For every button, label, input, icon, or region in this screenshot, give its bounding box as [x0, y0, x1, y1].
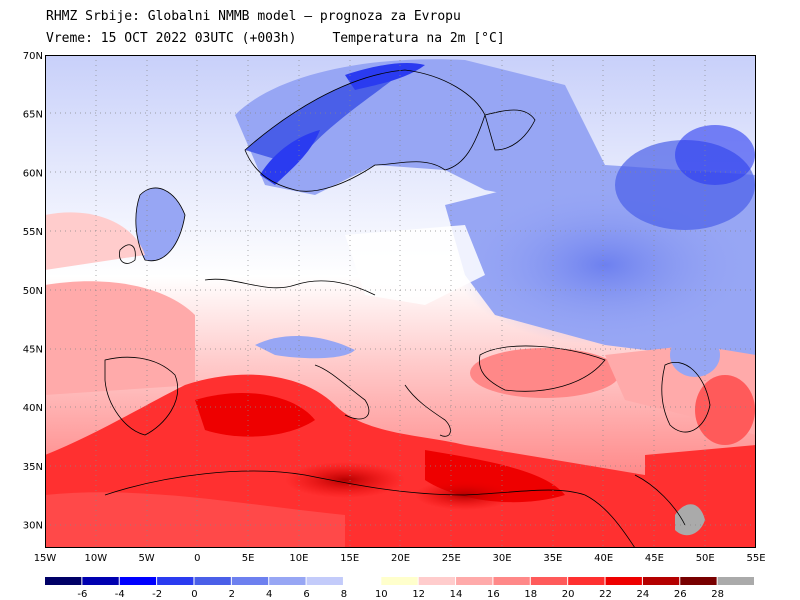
colorbar-box	[269, 577, 306, 585]
latitude-axis: 70N 65N 60N 55N 50N 45N 40N 35N 30N	[23, 51, 43, 532]
colorbar-box	[231, 577, 269, 585]
colorbar-box	[493, 577, 530, 585]
colorbar-box	[605, 577, 642, 585]
colorbar-tick-label: 8	[341, 589, 347, 600]
colorbar-box	[418, 577, 456, 585]
colorbar-box	[82, 577, 119, 585]
colorbar-box	[381, 577, 418, 585]
colorbar-box	[717, 577, 754, 585]
lat-tick-label: 60N	[23, 168, 43, 179]
colorbar-box	[642, 577, 680, 585]
temperature-colorbar: -6 -4 -2 0 2 4 6 8 10 12 14 16 18 20 22 24 26 28	[45, 577, 754, 600]
lon-tick-label: 35E	[543, 553, 562, 564]
colorbar-box	[45, 577, 82, 585]
lon-tick-label: 15W	[34, 553, 57, 564]
colorbar-tick-label: 6	[303, 589, 309, 600]
lon-tick-label: 25E	[442, 553, 461, 564]
colorbar-boxes	[45, 577, 754, 585]
colorbar-tick-label: -6	[77, 589, 87, 600]
colorbar-tick-label: -4	[115, 589, 125, 600]
temperature-field	[45, 55, 756, 548]
colorbar-tick-label: 24	[637, 589, 650, 600]
colorbar-tick-label: 20	[562, 589, 575, 600]
colorbar-tick-label: 22	[599, 589, 612, 600]
colorbar-tick-label: 14	[450, 589, 463, 600]
parameter-label: Temperatura na 2m [°C]	[332, 31, 505, 46]
colorbar-tick-label: 18	[524, 589, 537, 600]
colorbar-box	[680, 577, 717, 585]
lon-tick-label: 45E	[645, 553, 664, 564]
colorbar-box	[157, 577, 194, 585]
colorbar-tick-label: 4	[266, 589, 272, 600]
colorbar-tick-label: 2	[229, 589, 235, 600]
graticule	[45, 55, 756, 548]
colorbar-tick-label: 28	[711, 589, 724, 600]
colorbar-box	[343, 577, 381, 585]
colorbar-box	[568, 577, 605, 585]
lat-tick-label: 40N	[23, 403, 43, 414]
lon-tick-label: 5W	[138, 553, 154, 564]
colorbar-tick-label: 10	[375, 589, 388, 600]
colorbar-tick-labels: -6 -4 -2 0 2 4 6 8 10 12 14 16 18 20 22 24 26 28	[77, 589, 724, 600]
lat-tick-label: 55N	[23, 227, 43, 238]
lon-tick-label: 15E	[340, 553, 359, 564]
colorbar-box	[194, 577, 231, 585]
colorbar-box	[530, 577, 568, 585]
lon-tick-label: 0	[194, 553, 200, 564]
colorbar-box	[306, 577, 343, 585]
lon-tick-label: 10E	[289, 553, 308, 564]
lon-tick-label: 20E	[391, 553, 410, 564]
forecast-time: Vreme: 15 OCT 2022 03UTC (+003h)	[46, 31, 297, 46]
colorbar-box	[119, 577, 157, 585]
chart-title: RHMZ Srbije: Globalni NMMB model — progn…	[46, 9, 461, 24]
colorbar-tick-label: 26	[674, 589, 687, 600]
chart-subtitle: Vreme: 15 OCT 2022 03UTC (+003h) Temperat…	[46, 31, 505, 46]
lat-tick-label: 50N	[23, 286, 43, 297]
lon-tick-label: 10W	[84, 553, 107, 564]
lon-tick-label: 40E	[594, 553, 613, 564]
temperature-map	[45, 55, 756, 548]
lat-tick-label: 30N	[23, 521, 43, 532]
colorbar-tick-label: -2	[152, 589, 162, 600]
lon-tick-label: 55E	[746, 553, 765, 564]
coastlines	[104, 69, 711, 548]
lat-tick-label: 65N	[23, 110, 43, 121]
colorbar-box	[456, 577, 493, 585]
lon-tick-label: 30E	[493, 553, 512, 564]
lat-tick-label: 35N	[23, 462, 43, 473]
longitude-axis: 15W 10W 5W 0 5E 10E 15E 20E 25E 30E 35E 40E 45E 50E 55…	[34, 553, 766, 564]
map-frame	[45, 55, 756, 548]
lat-tick-label: 70N	[23, 51, 43, 62]
lon-tick-label: 50E	[696, 553, 715, 564]
colorbar-tick-label: 12	[412, 589, 425, 600]
lat-tick-label: 45N	[23, 344, 43, 355]
colorbar-tick-label: 0	[191, 589, 197, 600]
colorbar-tick-label: 16	[487, 589, 500, 600]
lon-tick-label: 5E	[242, 553, 255, 564]
